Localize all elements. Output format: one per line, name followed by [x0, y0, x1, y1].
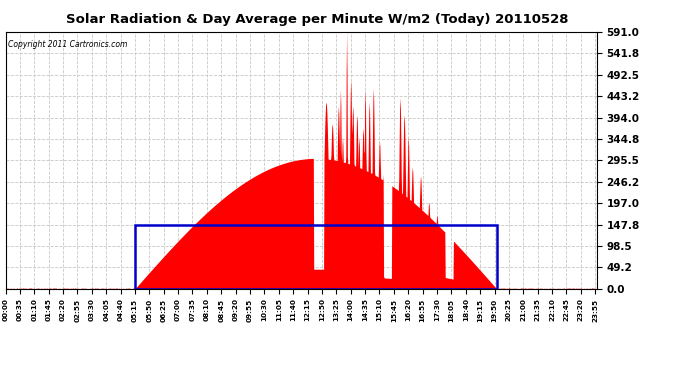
Text: Copyright 2011 Cartronics.com: Copyright 2011 Cartronics.com [8, 40, 128, 49]
Bar [135, 225, 497, 289]
Text: Solar Radiation & Day Average per Minute W/m2 (Today) 20110528: Solar Radiation & Day Average per Minute… [66, 13, 569, 26]
